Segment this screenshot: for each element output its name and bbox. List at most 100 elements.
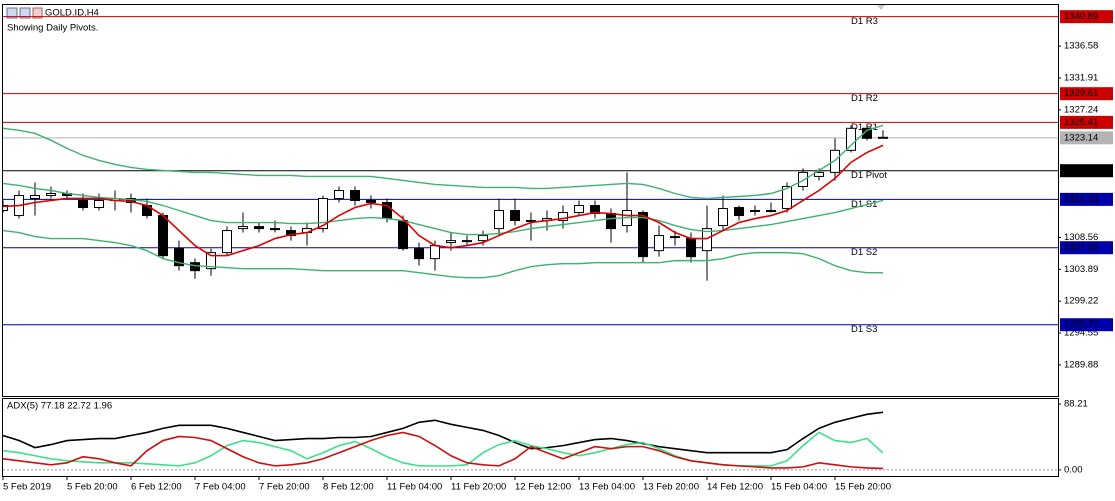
candle-body: [638, 212, 648, 258]
candle-body: [862, 127, 872, 139]
indicator-title: ADX(5) 77.18 22.72 1.96: [7, 401, 112, 412]
window-icons: [6, 7, 43, 19]
y-tick-label: 1327.24: [1064, 104, 1098, 115]
x-tick-label: 11 Feb 20:00: [451, 482, 506, 493]
plot-area: D1 R3 D1 R2 D1 R1 D1 Pivot D1 S1 D1 S2 D1 S3: [3, 16, 1058, 335]
chart-subtitle: Showing Daily Pivots.: [7, 23, 98, 34]
candle-body: [78, 199, 88, 208]
price-label-box: [1060, 192, 1113, 206]
candle-body: [430, 245, 440, 260]
candle-body: [318, 197, 328, 230]
y-tick-label: 1299.22: [1064, 296, 1098, 307]
y-tick-label: 1294.55: [1064, 328, 1098, 339]
pivot-label: D1 S3: [851, 324, 877, 335]
candle-body: [190, 262, 200, 272]
candle-body: [414, 248, 424, 260]
x-tick-label: 12 Feb 12:00: [515, 482, 571, 493]
pivot-label: D1 S1: [851, 199, 877, 210]
price-label-box: [1060, 241, 1113, 255]
x-tick-label: 14 Feb 12:00: [707, 482, 763, 493]
candle-body: [702, 228, 712, 252]
x-tick-label: 5 Feb 20:00: [67, 482, 118, 493]
price-label-box: [1060, 10, 1113, 24]
candle-body: [558, 212, 568, 222]
adx-line: [3, 431, 884, 470]
price-label: 1325.41: [1064, 117, 1098, 128]
icon: [32, 7, 43, 19]
candle-body: [734, 206, 744, 217]
candle-body: [574, 205, 584, 214]
candle-body: [158, 215, 168, 257]
candle-body: [494, 210, 504, 230]
candle-body: [398, 220, 408, 250]
adx-line: [3, 411, 884, 454]
x-tick-label: 11 Feb 04:00: [387, 482, 442, 493]
candle-body: [254, 226, 264, 230]
price-label-box: [1060, 318, 1113, 332]
candle-body: [766, 210, 776, 213]
shift-marker: [877, 5, 885, 10]
price-label-box: [1060, 131, 1113, 145]
price-label: 1314.13: [1064, 194, 1098, 205]
y-tick-label: 1308.56: [1064, 232, 1098, 243]
candle-body: [606, 213, 616, 230]
chart-title: GOLD.ID,H4: [45, 8, 99, 19]
pivot-label: D1 R1: [851, 122, 878, 133]
main-panel: [2, 4, 1059, 397]
price-label: 1323.14: [1064, 132, 1098, 143]
x-tick-label: 13 Feb 20:00: [643, 482, 699, 493]
candle-body: [286, 230, 296, 237]
candle-body: [446, 240, 456, 244]
candle-body: [686, 238, 696, 258]
x-tick-label: 7 Feb 04:00: [195, 482, 246, 493]
indicator-line: [2, 182, 884, 236]
y-tick-label: 1303.89: [1064, 264, 1098, 275]
candle-body: [750, 210, 760, 213]
candle-body: [526, 220, 536, 223]
x-tick-label: 6 Feb 12:00: [131, 482, 182, 493]
price-label-box: [1060, 87, 1113, 101]
x-tick-label: 8 Feb 12:00: [323, 482, 374, 493]
pivot-label: D1 R2: [851, 93, 878, 104]
price-label-box: [1060, 115, 1113, 129]
candle-body: [46, 193, 56, 196]
candle-body: [270, 228, 280, 231]
indicator-line: [2, 144, 884, 257]
x-tick-label: 13 Feb 04:00: [579, 482, 635, 493]
candle-body: [174, 248, 184, 267]
indicator-line: [2, 229, 883, 279]
candle-body: [206, 252, 216, 270]
pivot-label: D1 Pivot: [851, 170, 887, 181]
y-tick-label: 1289.88: [1064, 359, 1098, 370]
icon: [19, 7, 31, 19]
x-tick-label: 15 Feb 04:00: [771, 482, 827, 493]
price-label-box: [1060, 164, 1113, 178]
candle-body: [238, 226, 248, 230]
candle-body: [798, 171, 808, 187]
candle-body: [350, 189, 360, 201]
x-tick-label: 15 Feb 20:00: [835, 482, 891, 493]
candle-body: [830, 149, 840, 173]
candle-body: [222, 230, 232, 254]
candle-body: [30, 194, 40, 199]
y-tick-label: 0.00: [1064, 464, 1083, 475]
price-label: 1329.61: [1064, 88, 1098, 99]
y-tick-label: 88.21: [1064, 399, 1088, 410]
x-tick-label: 7 Feb 20:00: [259, 482, 310, 493]
price-label: 1318.33: [1064, 165, 1098, 176]
indicator-panel: [2, 398, 1059, 477]
price-label: 1295.77: [1064, 319, 1098, 330]
candle-body: [718, 208, 728, 227]
x-tick-label: 5 Feb 2019: [3, 482, 51, 493]
pivot-label: D1 S2: [851, 247, 877, 258]
price-label: 1307.05: [1064, 242, 1098, 253]
candle-body: [590, 205, 600, 215]
candle-body: [366, 199, 376, 204]
icon: [6, 7, 18, 19]
plot-area: [3, 411, 1058, 471]
candle-body: [478, 235, 488, 242]
candle-body: [878, 136, 888, 139]
price-label: 1340.89: [1064, 11, 1098, 22]
